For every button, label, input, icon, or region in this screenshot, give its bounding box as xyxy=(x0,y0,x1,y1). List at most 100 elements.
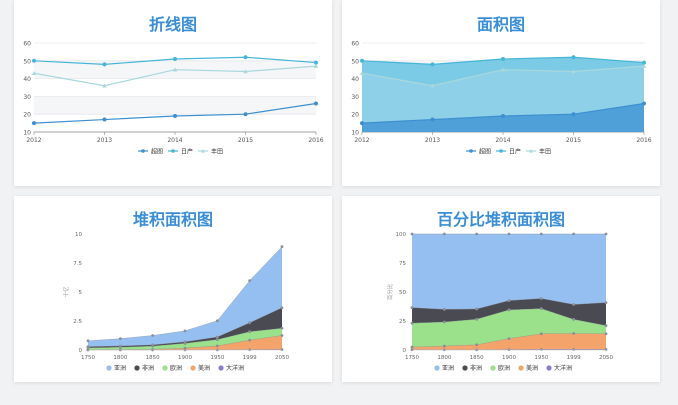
grid-band xyxy=(34,96,316,115)
y-tick-label: 75 xyxy=(399,261,406,267)
x-tick-label: 2016 xyxy=(308,137,323,144)
data-point xyxy=(215,338,219,341)
data-point xyxy=(248,330,252,334)
legend-marker xyxy=(434,365,440,371)
legend-label: 非洲 xyxy=(470,364,482,372)
data-point xyxy=(442,344,446,348)
data-point xyxy=(507,348,511,351)
data-point xyxy=(102,62,107,67)
x-tick-label: 2012 xyxy=(26,137,41,144)
data-point xyxy=(151,347,155,351)
y-tick-label: 10 xyxy=(23,130,31,137)
data-point xyxy=(572,348,576,351)
data-point xyxy=(410,345,414,349)
data-point xyxy=(313,63,319,68)
y-tick-label: 40 xyxy=(23,76,31,83)
y-tick-label: 50 xyxy=(351,58,359,65)
y-tick-label: 100 xyxy=(396,232,407,238)
x-tick-label: 2015 xyxy=(238,137,253,144)
legend-marker xyxy=(171,149,175,153)
x-tick-label: 1900 xyxy=(178,355,192,361)
y-tick-label: 30 xyxy=(23,94,31,101)
x-tick-label: 1800 xyxy=(437,355,451,361)
data-point xyxy=(86,339,90,343)
data-point xyxy=(507,308,511,312)
legend-marker xyxy=(134,365,140,371)
x-tick-label: 2014 xyxy=(167,137,182,144)
legend-label: 大洋洲 xyxy=(554,364,572,372)
data-point xyxy=(151,343,155,347)
data-point xyxy=(571,55,576,60)
data-point xyxy=(172,67,178,72)
data-point xyxy=(215,344,219,348)
data-point xyxy=(314,60,318,65)
x-tick-label: 2014 xyxy=(495,137,510,144)
data-point xyxy=(280,326,284,330)
data-point xyxy=(118,348,122,352)
series-area-亚洲 xyxy=(88,246,282,347)
legend-marker xyxy=(162,365,168,371)
legend-marker xyxy=(106,365,112,371)
data-point xyxy=(102,117,107,122)
x-tick-label: 1800 xyxy=(113,355,127,361)
data-point xyxy=(173,57,177,62)
data-point xyxy=(571,112,576,117)
y-axis-label: 百分比 xyxy=(386,283,394,300)
stacked-area-chart-card: 堆积面积图 0 2.5 5 7.5 10 1750 1800 1850 1900 1950 1999… xyxy=(14,196,332,382)
legend-label: 超图 xyxy=(151,148,163,156)
chart-title: 堆积面积图 xyxy=(132,210,213,229)
legend-label: 非洲 xyxy=(142,364,154,372)
data-point xyxy=(280,348,284,351)
y-tick-label: 40 xyxy=(351,76,359,83)
data-point xyxy=(173,113,177,118)
data-point xyxy=(430,83,435,88)
legend-marker xyxy=(490,365,496,371)
legend-label: 欧洲 xyxy=(498,364,510,372)
data-point xyxy=(501,113,505,118)
legend-marker xyxy=(190,365,196,371)
data-point xyxy=(572,317,576,321)
area-chart: 10 20 30 40 50 60 2012 2013 2014 2015 2016 超图 日产 丰田 xyxy=(351,41,651,156)
data-point xyxy=(539,332,543,336)
x-tick-label: 1999 xyxy=(243,355,257,361)
legend-marker xyxy=(218,365,224,371)
data-point xyxy=(248,348,252,352)
data-point xyxy=(86,345,90,349)
legend-label: 大洋洲 xyxy=(226,364,244,372)
data-point xyxy=(360,121,364,126)
data-point xyxy=(215,319,219,323)
x-tick-label: 1750 xyxy=(405,355,419,361)
data-point xyxy=(475,232,479,236)
legend-label: 欧洲 xyxy=(170,364,182,372)
data-point xyxy=(539,297,543,300)
data-point xyxy=(539,232,543,236)
legend-marker xyxy=(529,149,533,153)
data-point xyxy=(32,58,36,63)
data-point xyxy=(280,306,284,310)
y-tick-label: 50 xyxy=(23,58,31,65)
legend-label: 美洲 xyxy=(198,364,210,372)
data-point xyxy=(571,69,576,74)
data-point xyxy=(539,307,543,311)
y-tick-label: 0 xyxy=(79,348,83,354)
data-point xyxy=(243,112,248,117)
data-point xyxy=(475,307,479,311)
x-tick-label: 1999 xyxy=(567,355,581,361)
legend-label: 日产 xyxy=(181,148,193,156)
data-point xyxy=(604,348,608,351)
data-point xyxy=(359,71,365,76)
data-point xyxy=(248,321,252,325)
y-tick-label: 25 xyxy=(399,319,406,325)
x-tick-label: 1900 xyxy=(502,355,516,361)
data-point xyxy=(572,303,576,306)
x-tick-label: 2050 xyxy=(599,355,613,361)
data-point xyxy=(248,279,252,283)
data-point xyxy=(102,83,107,88)
series-area-美洲 xyxy=(88,335,282,350)
y-axis-label: 十亿 xyxy=(62,286,70,298)
x-tick-label: 1850 xyxy=(146,355,160,361)
data-point xyxy=(642,60,646,65)
data-point xyxy=(642,101,646,106)
legend-marker xyxy=(518,365,524,371)
data-point xyxy=(500,67,506,72)
